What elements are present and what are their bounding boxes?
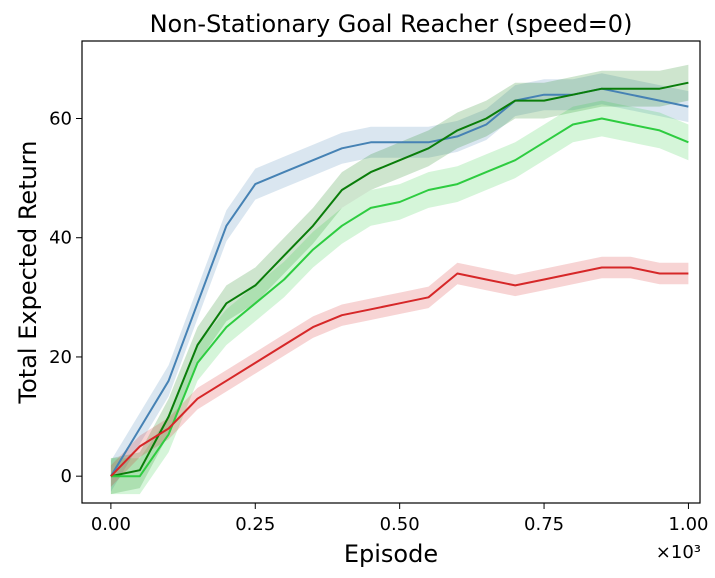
y-tick-label: 60 bbox=[49, 108, 72, 129]
x-ticks: 0.00 0.25 0.50 0.75 1.00 bbox=[91, 503, 708, 535]
series-lines bbox=[110, 81, 689, 478]
series-line-2 bbox=[110, 81, 689, 478]
x-tick-label: 0.50 bbox=[380, 514, 420, 535]
series-line-4 bbox=[110, 266, 689, 477]
y-axis-label: Total Expected Return bbox=[14, 141, 42, 405]
x-axis-multiplier: ×10³ bbox=[656, 542, 701, 563]
x-tick-label: 0.00 bbox=[91, 514, 131, 535]
x-tick-label: 0.25 bbox=[235, 514, 275, 535]
chart-title: Non-Stationary Goal Reacher (speed=0) bbox=[150, 10, 633, 38]
x-tick-label: 0.75 bbox=[524, 514, 564, 535]
y-ticks: 0 20 40 60 bbox=[49, 108, 82, 487]
x-axis-label: Episode bbox=[344, 540, 438, 568]
series-line-3 bbox=[110, 117, 689, 478]
plot-frame bbox=[81, 40, 701, 504]
x-tick-label: 1.00 bbox=[668, 514, 708, 535]
y-tick-label: 0 bbox=[61, 466, 72, 487]
series-band-2 bbox=[110, 64, 689, 495]
y-tick-label: 20 bbox=[49, 347, 72, 368]
series-band-3 bbox=[110, 100, 689, 495]
confidence-bands bbox=[110, 64, 689, 495]
y-tick-label: 40 bbox=[49, 228, 72, 249]
series-band-1 bbox=[110, 73, 689, 492]
